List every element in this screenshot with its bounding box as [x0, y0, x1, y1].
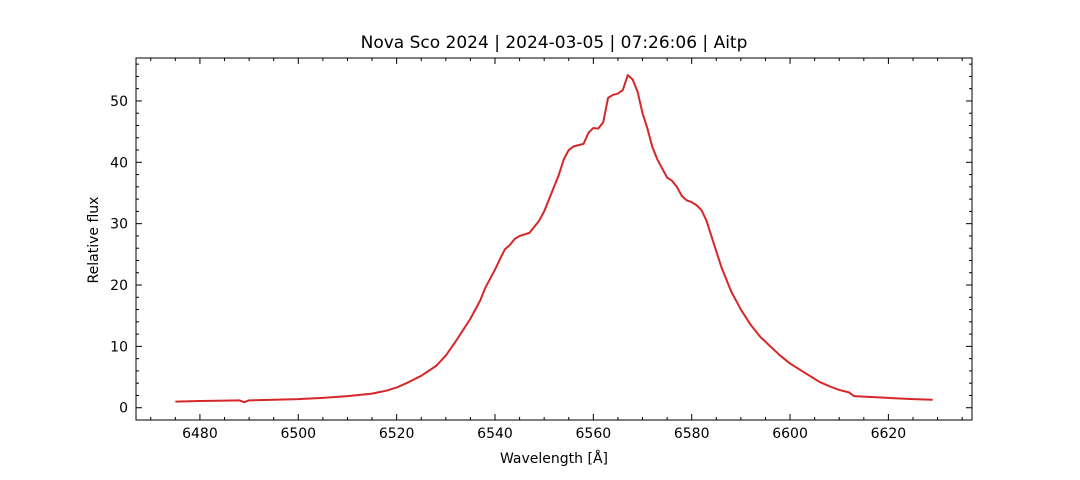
spectrum-line-0	[175, 74, 933, 404]
x-tick-label: 6480	[182, 426, 218, 442]
y-tick-label: 30	[110, 217, 128, 233]
x-tick-label: 6620	[871, 426, 907, 442]
y-axis-label: Relative flux	[86, 197, 102, 284]
x-tick-label: 6540	[477, 426, 513, 442]
y-tick-label: 50	[110, 94, 128, 110]
y-tick-label: 20	[110, 278, 128, 294]
axis-ticks: 6480 6500 6520 6540 6560 6580 6600 6620 0 10 20 30 4…	[110, 58, 972, 442]
x-tick-label: 6600	[772, 426, 808, 442]
chart-title: Nova Sco 2024 | 2024-03-05 | 07:26:06 | …	[361, 33, 748, 53]
x-tick-label: 6500	[280, 426, 316, 442]
y-tick-label: 0	[119, 401, 128, 417]
x-tick-label: 6580	[674, 426, 710, 442]
y-tick-label: 10	[110, 339, 128, 355]
x-axis-label: Wavelength [Å]	[500, 450, 608, 467]
y-tick-label: 40	[110, 155, 128, 171]
x-tick-label: 6560	[576, 426, 612, 442]
x-tick-label: 6520	[379, 426, 415, 442]
axes-frame	[135, 57, 973, 421]
plot-area	[135, 57, 973, 421]
